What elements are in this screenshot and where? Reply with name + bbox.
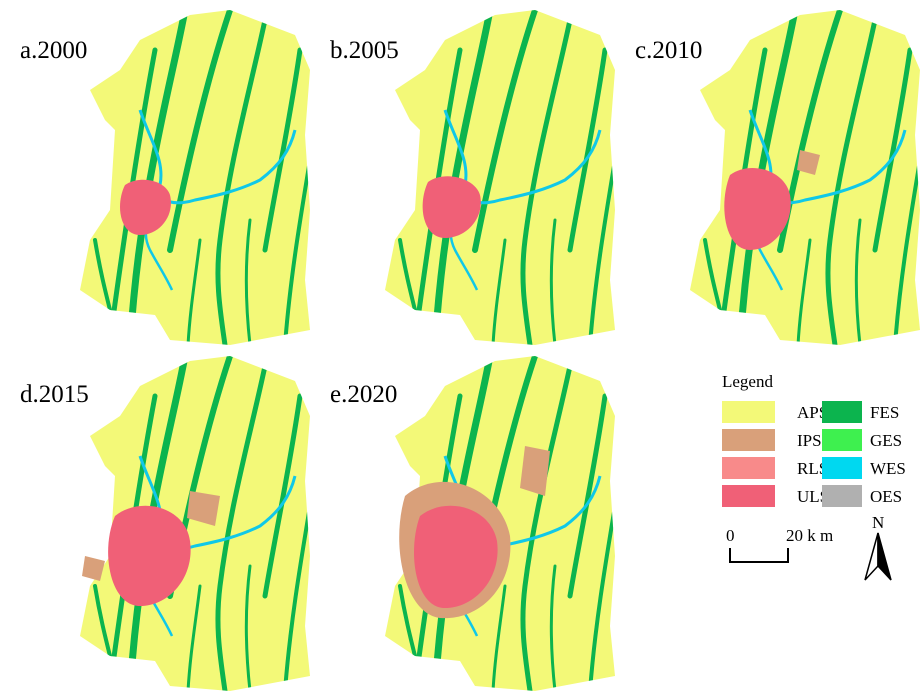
legend-swatch	[722, 485, 775, 507]
page: {"panels": [{"label": "a.2000"}, {"label…	[0, 0, 920, 691]
map-b	[385, 10, 615, 345]
panel-label: b.2005	[330, 37, 399, 64]
north-arrow: N	[865, 513, 891, 580]
north-label: N	[872, 513, 884, 532]
map-c	[690, 10, 920, 345]
scale-line	[730, 548, 788, 562]
legend-swatch	[722, 401, 775, 423]
legend-swatch	[722, 429, 775, 451]
panel-label: a.2000	[20, 37, 87, 64]
legend-label: FES	[870, 403, 899, 422]
scale-start: 0	[726, 526, 735, 545]
map-a	[80, 10, 310, 345]
legend-title: Legend	[722, 372, 773, 391]
map-d	[80, 356, 310, 691]
industrial-area	[520, 446, 550, 496]
body: a.2000 b.2005 c.2010 d.2015 e.2020 Legen…	[0, 0, 920, 691]
legend-swatch	[822, 401, 862, 423]
map-e	[385, 356, 615, 691]
legend-label: IPS	[797, 431, 822, 450]
panel-label: d.2015	[20, 381, 89, 408]
north-arrow-left	[865, 533, 878, 580]
legend-label: GES	[870, 431, 902, 450]
legend-label: OES	[870, 487, 902, 506]
scale-bar: 0 20 k m	[726, 526, 833, 562]
legend-swatch	[822, 429, 862, 451]
map-base	[385, 10, 615, 345]
figure: a.2000 b.2005 c.2010 d.2015 e.2020 Legen…	[0, 0, 920, 691]
scale-end: 20 k m	[786, 526, 833, 545]
legend-label: WES	[870, 459, 906, 478]
panel-label: e.2020	[330, 381, 397, 408]
legend-swatch	[822, 485, 862, 507]
map-base	[690, 10, 920, 345]
north-arrow-right	[878, 533, 891, 580]
legend-swatch	[722, 457, 775, 479]
map-base	[80, 10, 310, 345]
legend-swatch	[822, 457, 862, 479]
panel-label: c.2010	[635, 37, 702, 64]
